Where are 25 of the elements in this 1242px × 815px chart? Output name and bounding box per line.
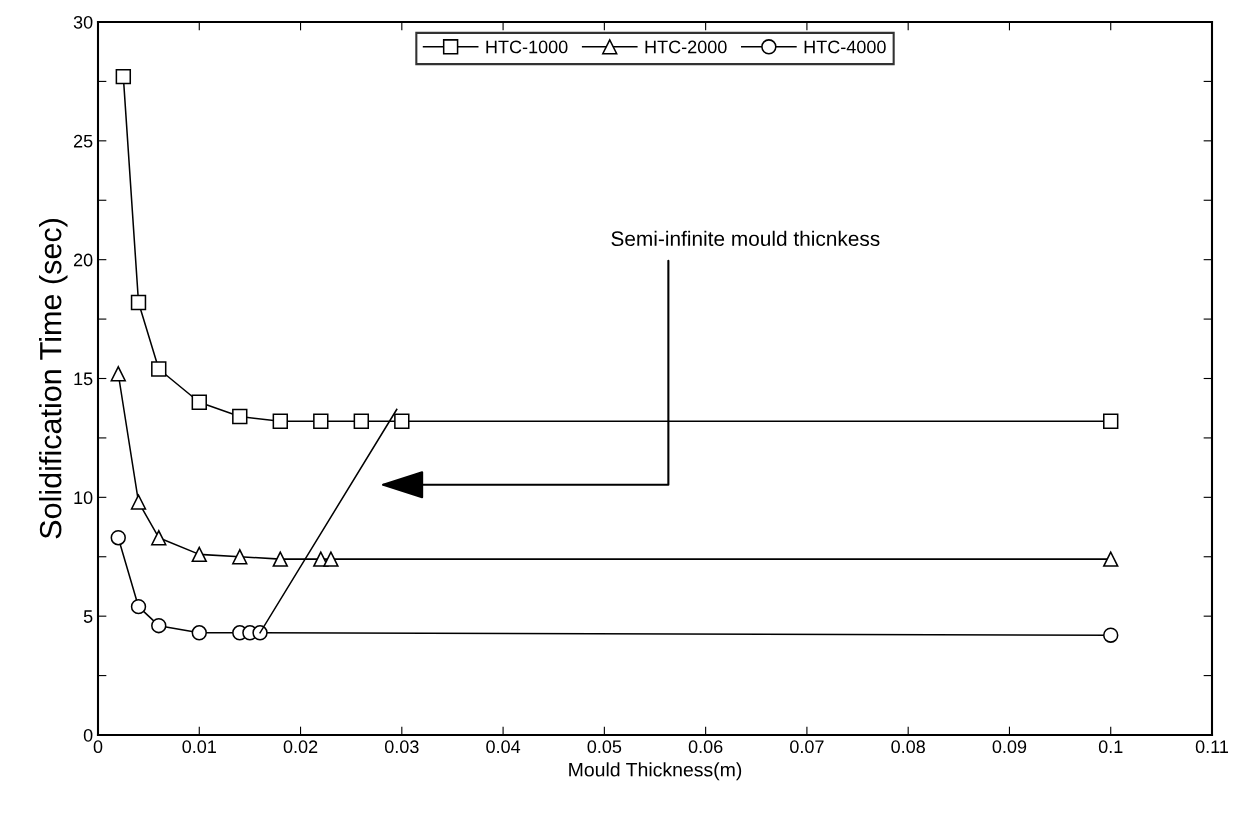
x-tick-label: 0.1 xyxy=(1098,740,1123,754)
x-axis-title: Mould Thickness(m) xyxy=(569,762,742,781)
x-tick-label: 0.01 xyxy=(182,740,216,754)
y-tick-label: 25 xyxy=(73,134,93,148)
x-tick-label: 0.05 xyxy=(587,740,622,754)
x-tick-label: 0.03 xyxy=(384,740,419,754)
y-tick-label: 30 xyxy=(73,15,93,29)
y-tick-label: 15 xyxy=(74,372,93,386)
y-tick-label: 20 xyxy=(73,253,93,267)
x-tick-label: 0 xyxy=(93,740,103,754)
x-tick-label: 0.06 xyxy=(688,740,723,754)
annotation: Semi-infinite mould thicnkess xyxy=(611,230,880,247)
y-tick-label: 5 xyxy=(83,610,93,623)
x-tick-label: 0.09 xyxy=(992,740,1027,754)
legend-label: HTC-2000 xyxy=(645,40,727,54)
legend-label: HTC-4000 xyxy=(804,40,886,54)
x-tick-label: 0.08 xyxy=(891,740,925,754)
x-tick-label: 0.02 xyxy=(283,740,318,754)
x-tick-label: 0.07 xyxy=(790,740,824,754)
y-tick-label: 10 xyxy=(74,491,93,505)
legend-label: HTC-1000 xyxy=(486,40,568,54)
x-tick-label: 0.11 xyxy=(1195,740,1229,754)
y-axis-title: Solidification Time (sec) xyxy=(39,219,68,539)
y-tick-label: 0 xyxy=(83,728,93,742)
x-tick-label: 0.04 xyxy=(486,740,521,754)
